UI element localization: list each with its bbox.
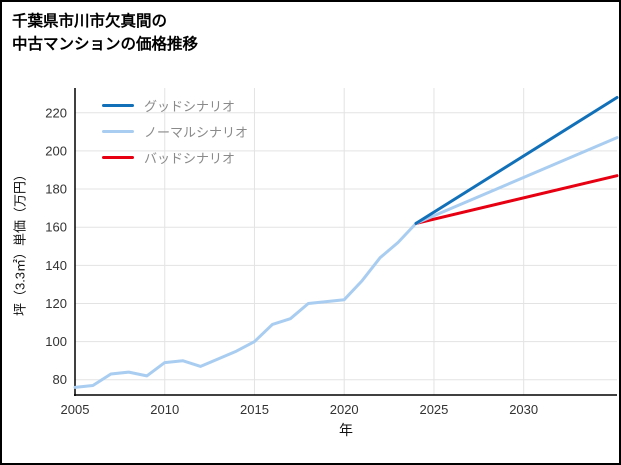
svg-text:2020: 2020 <box>330 402 359 417</box>
svg-text:2025: 2025 <box>419 402 448 417</box>
legend-item-good: グッドシナリオ <box>102 92 248 118</box>
legend-item-normal: ノーマルシナリオ <box>102 118 248 144</box>
svg-text:160: 160 <box>45 220 67 235</box>
svg-text:220: 220 <box>45 105 67 120</box>
series-ノーマルシナリオ <box>414 136 619 225</box>
series-historical <box>73 221 418 389</box>
svg-text:120: 120 <box>45 296 67 311</box>
svg-text:2015: 2015 <box>240 402 269 417</box>
bad-scenario-line-swatch <box>102 155 134 159</box>
svg-text:200: 200 <box>45 143 67 158</box>
legend: グッドシナリオ ノーマルシナリオ バッドシナリオ <box>102 92 248 170</box>
svg-text:2010: 2010 <box>150 402 179 417</box>
chart-title-line1: 千葉県市川市欠真間の <box>12 13 168 30</box>
legend-item-bad: バッドシナリオ <box>102 144 248 170</box>
svg-text:2030: 2030 <box>509 402 538 417</box>
legend-label-normal: ノーマルシナリオ <box>144 124 249 140</box>
normal-scenario-line-swatch <box>102 129 134 133</box>
legend-label-good: グッドシナリオ <box>144 98 236 114</box>
svg-text:80: 80 <box>53 372 67 387</box>
svg-text:180: 180 <box>45 182 67 197</box>
x-axis-label: 年 <box>339 422 353 438</box>
svg-text:140: 140 <box>45 258 67 273</box>
series-グッドシナリオ <box>414 96 619 225</box>
svg-text:100: 100 <box>45 334 67 349</box>
y-axis-label: 坪（3.3㎡）単価（万円） <box>12 167 28 317</box>
legend-label-bad: バッドシナリオ <box>144 150 236 166</box>
series-バッドシナリオ <box>414 174 619 225</box>
chart-title-line2: 中古マンションの価格推移 <box>12 36 199 54</box>
svg-text:2005: 2005 <box>61 402 90 417</box>
good-scenario-line-swatch <box>102 103 134 107</box>
chart-title: 千葉県市川市欠真間の 中古マンションの価格推移 <box>12 10 198 57</box>
